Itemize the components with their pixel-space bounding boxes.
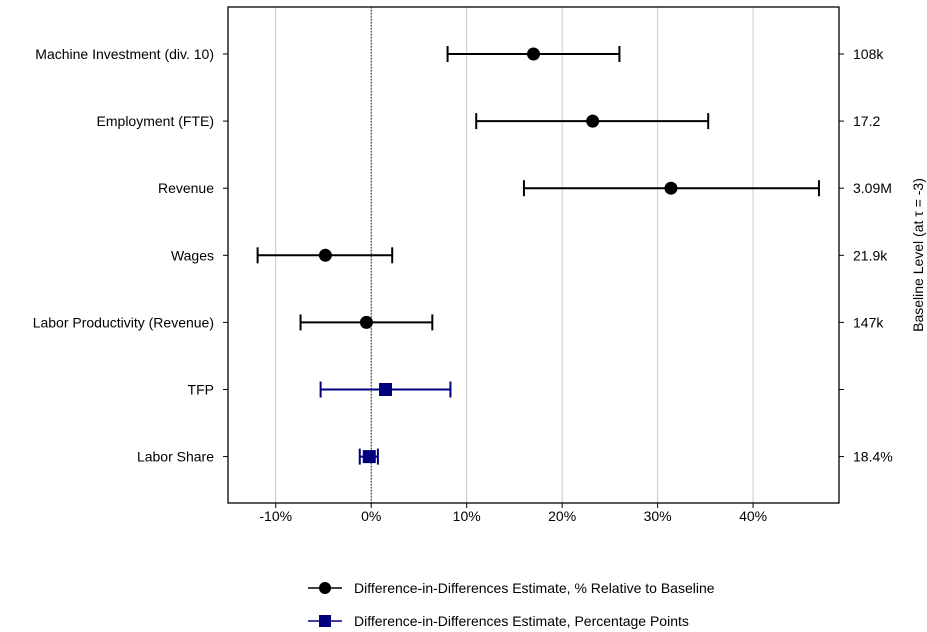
row-label: Machine Investment (div. 10) [35, 46, 214, 62]
x-tick-label: 40% [739, 508, 767, 524]
x-axis-ticks: -10% 0% 10% 20% 30% 40% [259, 503, 767, 524]
confidence-intervals [256, 46, 820, 465]
estimate-marker-circle [359, 315, 373, 329]
baseline-value: 17.2 [853, 113, 880, 129]
baseline-value: 3.09M [853, 180, 892, 196]
row-label: Employment (FTE) [97, 113, 214, 129]
vertical-grid [275, 7, 754, 503]
x-tick-label: 0% [361, 508, 381, 524]
baseline-value: 147k [853, 314, 884, 330]
estimate-marker-circle [527, 47, 540, 61]
x-tick-label: 10% [453, 508, 481, 524]
point-estimates [318, 47, 678, 464]
estimate-marker-square [362, 450, 376, 464]
row-label: Revenue [158, 180, 214, 196]
row-label: Labor Share [137, 449, 214, 465]
x-tick-label: 30% [644, 508, 672, 524]
baseline-value: 108k [853, 46, 884, 62]
legend-marker-square [319, 615, 331, 627]
row-label: TFP [188, 382, 214, 398]
baseline-values: 108k 17.2 3.09M 21.9k 147k 18.4% [839, 46, 893, 465]
baseline-value: 18.4% [853, 449, 893, 465]
legend-label: Difference-in-Differences Estimate, Perc… [354, 613, 689, 629]
legend: Difference-in-Differences Estimate, % Re… [308, 580, 715, 629]
estimate-marker-circle [586, 114, 600, 128]
row-label: Wages [171, 247, 214, 263]
estimate-marker-square [379, 383, 393, 396]
legend-marker-circle [319, 582, 331, 594]
x-tick-label: -10% [259, 508, 292, 524]
estimate-marker-circle [318, 248, 332, 262]
x-tick-label: 20% [548, 508, 576, 524]
legend-label: Difference-in-Differences Estimate, % Re… [354, 580, 715, 596]
secondary-axis-label: Baseline Level (at τ = -3) [910, 178, 926, 332]
estimate-marker-circle [664, 181, 678, 195]
row-label: Labor Productivity (Revenue) [33, 314, 214, 330]
baseline-value: 21.9k [853, 247, 888, 263]
row-labels: Machine Investment (div. 10) Employment (… [33, 46, 228, 465]
